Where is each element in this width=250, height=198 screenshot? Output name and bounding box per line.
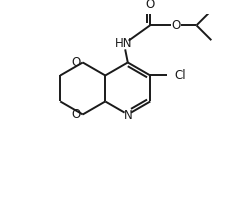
Text: O: O bbox=[146, 0, 155, 11]
Text: O: O bbox=[72, 108, 81, 121]
Text: Cl: Cl bbox=[174, 69, 186, 82]
Text: O: O bbox=[72, 56, 81, 69]
Text: O: O bbox=[172, 19, 181, 32]
Text: N: N bbox=[124, 109, 132, 122]
Text: HN: HN bbox=[115, 37, 133, 50]
